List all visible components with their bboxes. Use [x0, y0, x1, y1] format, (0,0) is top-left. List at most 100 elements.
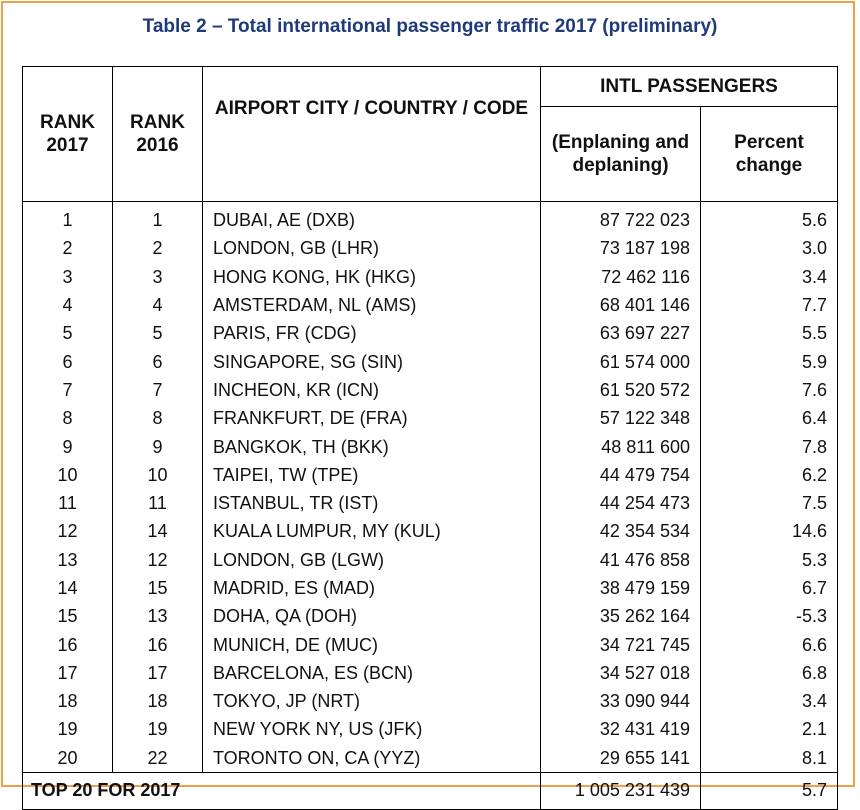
cell-rank-2016: 8 [112, 404, 203, 433]
cell-rank-2016: 6 [112, 347, 203, 376]
cell-airport: INCHEON, KR (ICN) [202, 375, 541, 405]
cell-rank-2017: 11 [22, 488, 113, 518]
header-intl-passengers: INTL PASSENGERS [540, 65, 838, 108]
cell-passengers: 57 122 348 [540, 404, 701, 433]
cell-percent-change: 7.7 [700, 290, 838, 320]
table-row: 20 22 TORONTO ON, CA (YYZ) 29 655 141 8.1 [22, 743, 838, 773]
cell-passengers: 72 462 116 [540, 262, 701, 291]
cell-percent-change: -5.3 [700, 602, 838, 631]
passenger-traffic-table: RANK 2017 RANK 2016 AIRPORT CITY / COUNT… [22, 65, 838, 810]
table-row: 8 8 FRANKFURT, DE (FRA) 57 122 348 6.4 [22, 404, 838, 433]
cell-passengers: 44 254 473 [540, 488, 701, 518]
cell-airport: AMSTERDAM, NL (AMS) [202, 290, 541, 320]
table-row: 17 17 BARCELONA, ES (BCN) 34 527 018 6.8 [22, 658, 838, 688]
cell-percent-change: 7.6 [700, 375, 838, 405]
cell-rank-2017: 13 [22, 545, 113, 574]
cell-passengers: 32 431 419 [540, 715, 701, 744]
table-row: 7 7 INCHEON, KR (ICN) 61 520 572 7.6 [22, 375, 838, 405]
table-row: 16 16 MUNICH, DE (MUC) 34 721 745 6.6 [22, 630, 838, 659]
cell-percent-change: 5.9 [700, 347, 838, 376]
cell-percent-change: 3.4 [700, 262, 838, 291]
total-row: TOP 20 FOR 2017 1 005 231 439 5.7 [22, 771, 838, 810]
cell-passengers: 41 476 858 [540, 545, 701, 574]
cell-airport: BANGKOK, TH (BKK) [202, 432, 541, 461]
cell-passengers: 42 354 534 [540, 517, 701, 546]
cell-rank-2016: 15 [112, 573, 203, 603]
cell-airport: HONG KONG, HK (HKG) [202, 262, 541, 291]
header-enplaning-deplaning: (Enplaning and deplaning) [540, 106, 701, 202]
cell-passengers: 63 697 227 [540, 319, 701, 348]
cell-rank-2016: 13 [112, 602, 203, 631]
table-row: 2 2 LONDON, GB (LHR) 73 187 198 3.0 [22, 234, 838, 263]
cell-airport: TOKYO, JP (NRT) [202, 687, 541, 716]
cell-rank-2017: 3 [22, 262, 113, 291]
cell-rank-2016: 7 [112, 375, 203, 405]
cell-airport: KUALA LUMPUR, MY (KUL) [202, 517, 541, 546]
cell-rank-2017: 7 [22, 375, 113, 405]
cell-percent-change: 5.3 [700, 545, 838, 574]
table-row: 10 10 TAIPEI, TW (TPE) 44 479 754 6.2 [22, 460, 838, 489]
header-rank-2016: RANK 2016 [112, 66, 203, 202]
cell-airport: MUNICH, DE (MUC) [202, 630, 541, 659]
cell-percent-change: 6.2 [700, 460, 838, 489]
cell-passengers: 35 262 164 [540, 602, 701, 631]
cell-rank-2017: 1 [22, 201, 113, 235]
cell-rank-2017: 12 [22, 517, 113, 546]
cell-percent-change: 8.1 [700, 743, 838, 773]
cell-rank-2016: 16 [112, 630, 203, 659]
cell-rank-2016: 11 [112, 488, 203, 518]
cell-rank-2017: 16 [22, 630, 113, 659]
cell-rank-2017: 14 [22, 573, 113, 603]
cell-airport: FRANKFURT, DE (FRA) [202, 404, 541, 433]
cell-rank-2017: 15 [22, 602, 113, 631]
cell-passengers: 34 527 018 [540, 658, 701, 688]
cell-passengers: 29 655 141 [540, 743, 701, 773]
cell-rank-2017: 19 [22, 715, 113, 744]
cell-passengers: 34 721 745 [540, 630, 701, 659]
cell-rank-2016: 5 [112, 319, 203, 348]
header-rank-2017: RANK 2017 [22, 66, 113, 202]
cell-rank-2016: 2 [112, 234, 203, 263]
cell-rank-2016: 1 [112, 201, 203, 235]
table-row: 13 12 LONDON, GB (LGW) 41 476 858 5.3 [22, 545, 838, 574]
table-row: 19 19 NEW YORK NY, US (JFK) 32 431 419 2.1 [22, 715, 838, 744]
total-percent-change: 5.7 [700, 771, 838, 810]
cell-rank-2016: 17 [112, 658, 203, 688]
cell-passengers: 61 574 000 [540, 347, 701, 376]
cell-percent-change: 3.0 [700, 234, 838, 263]
cell-rank-2016: 19 [112, 715, 203, 744]
cell-airport: DOHA, QA (DOH) [202, 602, 541, 631]
cell-passengers: 87 722 023 [540, 201, 701, 235]
table-row: 12 14 KUALA LUMPUR, MY (KUL) 42 354 534 14.6 [22, 517, 838, 546]
cell-passengers: 33 090 944 [540, 687, 701, 716]
table-row: 5 5 PARIS, FR (CDG) 63 697 227 5.5 [22, 319, 838, 348]
cell-percent-change: 2.1 [700, 715, 838, 744]
header-airport: AIRPORT CITY / COUNTRY / CODE [202, 66, 541, 202]
cell-rank-2016: 12 [112, 545, 203, 574]
cell-percent-change: 7.8 [700, 432, 838, 461]
table-row: 1 1 DUBAI, AE (DXB) 87 722 023 5.6 [22, 201, 838, 235]
table-row: 4 4 AMSTERDAM, NL (AMS) 68 401 146 7.7 [22, 290, 838, 320]
cell-rank-2016: 14 [112, 517, 203, 546]
table-row: 11 11 ISTANBUL, TR (IST) 44 254 473 7.5 [22, 488, 838, 518]
cell-airport: SINGAPORE, SG (SIN) [202, 347, 541, 376]
cell-passengers: 44 479 754 [540, 460, 701, 489]
cell-rank-2017: 2 [22, 234, 113, 263]
cell-airport: NEW YORK NY, US (JFK) [202, 715, 541, 744]
cell-percent-change: 6.8 [700, 658, 838, 688]
cell-passengers: 48 811 600 [540, 432, 701, 461]
cell-rank-2017: 20 [22, 743, 113, 773]
cell-passengers: 68 401 146 [540, 290, 701, 320]
table-row: 3 3 HONG KONG, HK (HKG) 72 462 116 3.4 [22, 262, 838, 291]
cell-percent-change: 6.4 [700, 404, 838, 433]
cell-percent-change: 7.5 [700, 488, 838, 518]
cell-rank-2016: 18 [112, 687, 203, 716]
cell-rank-2017: 8 [22, 404, 113, 433]
cell-airport: LONDON, GB (LHR) [202, 234, 541, 263]
cell-rank-2017: 9 [22, 432, 113, 461]
cell-rank-2017: 4 [22, 290, 113, 320]
cell-percent-change: 5.5 [700, 319, 838, 348]
cell-rank-2017: 5 [22, 319, 113, 348]
cell-rank-2016: 10 [112, 460, 203, 489]
table-row: 6 6 SINGAPORE, SG (SIN) 61 574 000 5.9 [22, 347, 838, 376]
